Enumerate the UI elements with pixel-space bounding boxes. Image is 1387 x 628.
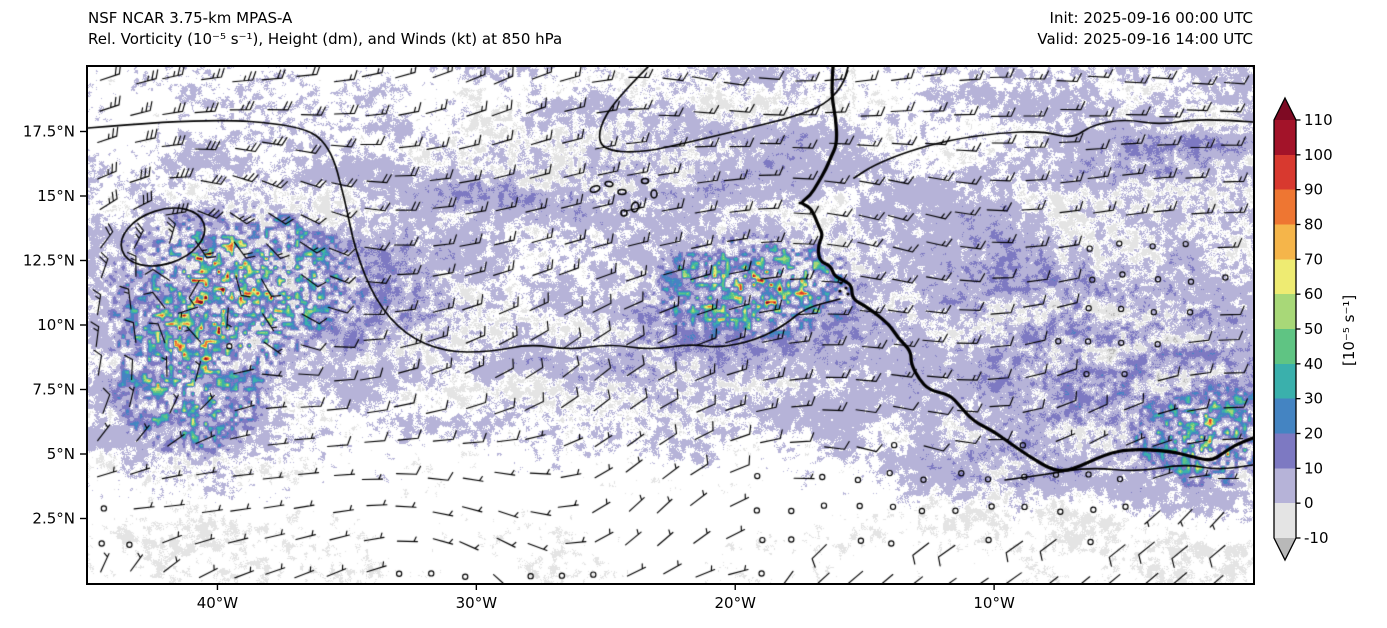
- x-tick-label: 30°W: [456, 594, 498, 612]
- plot-subtitle: Rel. Vorticity (10⁻⁵ s⁻¹), Height (dm), …: [88, 30, 563, 48]
- map-frame: [86, 65, 1255, 585]
- colorbar-tick-label: 90: [1304, 181, 1323, 199]
- colorbar-tick-label: 50: [1304, 320, 1323, 338]
- colorbar-unit-label: [10⁻⁵ s⁻¹]: [1340, 294, 1358, 366]
- colorbar-tick-label: 60: [1304, 285, 1323, 303]
- colorbar-tick-label: 30: [1304, 390, 1323, 408]
- colorbar-tick-label: 20: [1304, 425, 1323, 443]
- colorbar-tick-label: 70: [1304, 250, 1323, 268]
- colorbar-tick-label: -10: [1304, 529, 1329, 547]
- map-canvas: [88, 67, 1253, 583]
- y-tick-label: 12.5°N: [23, 252, 75, 270]
- colorbar-tick-label: 0: [1304, 494, 1314, 512]
- y-tick-label: 5°N: [47, 445, 75, 463]
- plot-title: NSF NCAR 3.75-km MPAS-A: [88, 9, 293, 27]
- colorbar-tick-label: 110: [1304, 111, 1333, 129]
- x-tick-label: 40°W: [197, 594, 239, 612]
- colorbar-bar: [1273, 96, 1297, 562]
- colorbar-tick-label: 100: [1304, 146, 1333, 164]
- colorbar-tick-label: 40: [1304, 355, 1323, 373]
- y-tick-label: 15°N: [37, 187, 75, 205]
- x-tick-label: 20°W: [715, 594, 757, 612]
- y-tick-label: 7.5°N: [32, 381, 75, 399]
- colorbar-tick-label: 80: [1304, 216, 1323, 234]
- x-tick-label: 10°W: [973, 594, 1015, 612]
- colorbar-tick-label: 10: [1304, 459, 1323, 477]
- y-tick-label: 10°N: [37, 316, 75, 334]
- valid-time-label: Valid: 2025-09-16 14:00 UTC: [1037, 30, 1253, 48]
- y-tick-label: 2.5°N: [32, 510, 75, 528]
- y-tick-label: 17.5°N: [23, 123, 75, 141]
- init-time-label: Init: 2025-09-16 00:00 UTC: [1049, 9, 1253, 27]
